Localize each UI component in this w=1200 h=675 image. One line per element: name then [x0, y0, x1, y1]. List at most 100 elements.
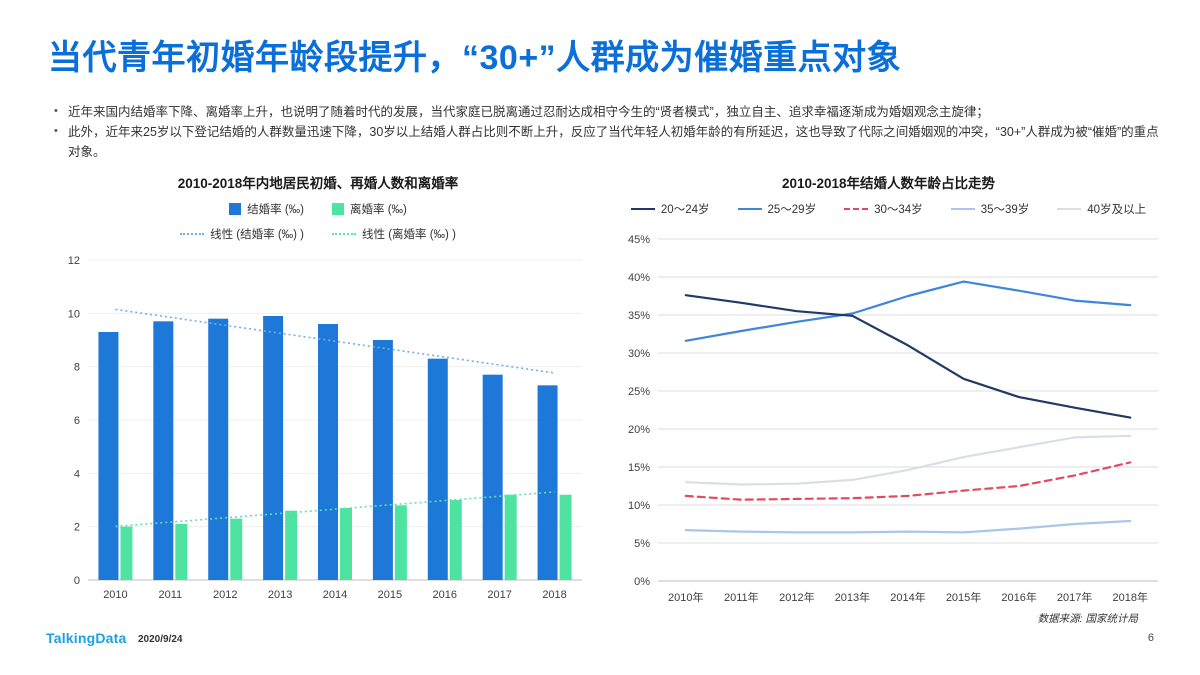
- bar-0-2017: [482, 374, 503, 580]
- bar-1-2010: [120, 526, 133, 580]
- series-line-4: [684, 434, 1132, 486]
- legend-label: 线性 (结婚率 (‰) ): [210, 229, 304, 241]
- bullet-1: 近年来国内结婚率下降、离婚率上升，也说明了随着时代的发展，当代家庭已脱离通过忍耐…: [54, 102, 1159, 122]
- axis-label: 2016: [433, 589, 457, 601]
- axis-label: 2013年: [835, 590, 870, 604]
- legend-swatch-icon: [844, 208, 869, 210]
- axis-label: 15%: [628, 462, 650, 474]
- legend-item: 40岁及以上: [1057, 201, 1146, 217]
- legend-swatch-icon: [332, 233, 356, 235]
- trend-line: [115, 491, 555, 528]
- bar-0-2016: [427, 358, 448, 580]
- axis-label: 4: [74, 468, 80, 480]
- series-line-3: [684, 519, 1132, 534]
- axis-label: 30%: [628, 348, 650, 360]
- axis-label: 0%: [634, 576, 650, 588]
- axis-label: 25%: [628, 386, 650, 398]
- bullet-2: 此外，近年来25岁以下登记结婚的人群数量迅速下降，30岁以上结婚人群占比则不断上…: [54, 122, 1159, 162]
- axis-label: 2011年: [724, 590, 759, 604]
- legend-swatch-icon: [950, 208, 975, 210]
- legend-item: 离婚率 (‰): [332, 201, 407, 217]
- axis-label: 10: [68, 308, 80, 320]
- axis-label: 10%: [628, 500, 650, 512]
- bar-1-2014: [340, 508, 352, 580]
- axis-label: 2: [74, 522, 80, 534]
- axis-label: 2010年: [668, 590, 703, 604]
- bar-0-2011: [153, 321, 174, 580]
- legend-label: 35～39岁: [980, 204, 1030, 216]
- axis-label: 2017: [487, 589, 511, 601]
- legend-item: 线性 (结婚率 (‰) ): [180, 226, 304, 242]
- bar-0-2015: [372, 340, 393, 580]
- legend-swatch-icon: [180, 233, 205, 235]
- page-title: 当代青年初婚年龄段提升，“30+”人群成为催婚重点对象: [48, 39, 902, 77]
- axis-label: 8: [74, 362, 80, 374]
- legend-swatch-icon: [1057, 208, 1082, 210]
- line-chart-title: 2010-2018年结婚人数年龄占比走势: [781, 176, 996, 191]
- legend-item: 结婚率 (‰): [229, 201, 304, 217]
- legend-item: 35～39岁: [950, 201, 1030, 217]
- talkingdata-logo: TalkingData: [46, 630, 127, 646]
- legend-label: 结婚率 (‰): [247, 204, 304, 216]
- axis-label: 2016年: [1001, 590, 1036, 604]
- axis-label: 2012年: [779, 590, 814, 604]
- legend-swatch-icon: [332, 203, 344, 215]
- axis-label: 35%: [628, 310, 650, 322]
- bar-1-2017: [504, 494, 517, 580]
- bar-1-2016: [449, 500, 462, 580]
- bar-chart: 0 2 4 6 8 10 12 2010 2011 2012 2013 2014 2015 2016 201…: [68, 255, 582, 601]
- bar-chart-title: 2010-2018年内地居民初婚、再婚人数和离婚率: [177, 176, 459, 191]
- legend-item: 线性 (离婚率 (‰) ): [332, 226, 456, 242]
- axis-label: 2014: [323, 589, 347, 601]
- legend-label: 离婚率 (‰): [350, 204, 407, 216]
- legend-label: 线性 (离婚率 (‰) ): [362, 229, 456, 241]
- legend-item: 25～29岁: [737, 201, 816, 217]
- legend-label: 30～34岁: [874, 204, 923, 216]
- legend-item: 20～24岁: [630, 201, 710, 217]
- legend-swatch-icon: [630, 208, 655, 210]
- trend-line: [115, 308, 555, 374]
- series-line-1: [684, 280, 1132, 342]
- axis-label: 2011: [159, 589, 183, 601]
- axis-label: 2018: [542, 589, 566, 601]
- bar-0-2012: [208, 318, 229, 580]
- bar-0-2018: [537, 385, 558, 580]
- axis-label: 45%: [628, 234, 650, 246]
- axis-label: 2015年: [946, 590, 981, 604]
- bullet-list: 近年来国内结婚率下降、离婚率上升，也说明了随着时代的发展，当代家庭已脱离通过忍耐…: [54, 102, 1159, 162]
- bar-1-2018: [559, 494, 572, 580]
- bar-0-2014: [318, 324, 338, 580]
- legend-swatch-icon: [737, 208, 762, 210]
- axis-label: 6: [74, 415, 80, 427]
- legend-label: 20～24岁: [660, 204, 710, 216]
- series-line-0: [684, 294, 1132, 419]
- axis-label: 2015: [378, 589, 402, 601]
- axis-label: 2013: [268, 589, 292, 601]
- axis-label: 40%: [628, 272, 650, 284]
- axis-label: 2012: [213, 589, 237, 601]
- bar-0-2010: [98, 332, 119, 580]
- bar-chart-legend-row-1: 结婚率 (‰) 离婚率 (‰): [44, 201, 592, 217]
- bar-chart-legend-row-2: 线性 (结婚率 (‰) ) 线性 (离婚率 (‰) ): [44, 226, 592, 242]
- series-line-2: [684, 461, 1132, 501]
- legend-swatch-icon: [229, 203, 242, 215]
- legend-label: 40岁及以上: [1087, 204, 1147, 216]
- page-number: 6: [1147, 632, 1154, 644]
- bar-chart-section: 2010-2018年内地居民初婚、再婚人数和离婚率 结婚率 (‰) 离婚率 (‰)…: [44, 172, 592, 614]
- axis-label: 2017年: [1057, 590, 1092, 604]
- bar-1-2012: [230, 518, 243, 580]
- line-chart: 0% 5% 10% 15% 20% 25% 30% 35% 40% 45% 2010年 2011年 20…: [628, 234, 1158, 604]
- bar-1-2013: [285, 510, 298, 580]
- bar-0-2013: [263, 316, 284, 580]
- bar-1-2011: [175, 524, 188, 580]
- data-source-note: 数据来源: 国家统计局: [1037, 613, 1138, 625]
- axis-label: 2010: [103, 589, 127, 601]
- axis-label: 0: [74, 575, 80, 587]
- axis-label: 2018年: [1112, 590, 1147, 604]
- axis-label: 5%: [634, 538, 650, 550]
- footer-date: 2020/9/24: [138, 634, 183, 645]
- line-chart-section: 2010-2018年结婚人数年龄占比走势 20～24岁 25～29岁 30～34岁 3…: [606, 172, 1171, 621]
- axis-label: 20%: [628, 424, 650, 436]
- axis-label: 2014年: [890, 590, 925, 604]
